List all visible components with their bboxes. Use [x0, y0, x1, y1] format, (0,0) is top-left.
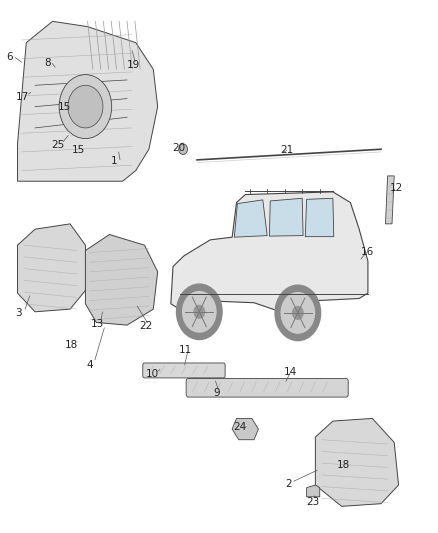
Text: 12: 12: [390, 183, 403, 192]
FancyBboxPatch shape: [143, 363, 225, 378]
Text: 1: 1: [110, 156, 117, 166]
PathPatch shape: [307, 485, 320, 497]
Text: 15: 15: [58, 102, 71, 111]
PathPatch shape: [234, 200, 267, 237]
Circle shape: [59, 75, 112, 139]
PathPatch shape: [315, 418, 399, 506]
Text: 13: 13: [91, 319, 104, 328]
PathPatch shape: [18, 224, 88, 312]
Text: 11: 11: [179, 345, 192, 355]
Text: 21: 21: [280, 146, 293, 155]
Text: 24: 24: [233, 423, 247, 432]
Text: 18: 18: [337, 460, 350, 470]
PathPatch shape: [18, 21, 158, 181]
Circle shape: [293, 306, 303, 319]
Text: 25: 25: [52, 140, 65, 150]
Text: 3: 3: [15, 308, 22, 318]
Text: 17: 17: [16, 92, 29, 102]
Text: 23: 23: [306, 497, 319, 507]
Text: 20: 20: [172, 143, 185, 152]
Circle shape: [68, 85, 103, 128]
PathPatch shape: [232, 418, 258, 440]
PathPatch shape: [171, 192, 368, 310]
Text: 15: 15: [71, 146, 85, 155]
Text: 9: 9: [213, 389, 220, 398]
Text: 2: 2: [285, 479, 292, 489]
Circle shape: [194, 305, 205, 318]
Text: 18: 18: [65, 340, 78, 350]
PathPatch shape: [305, 198, 334, 237]
PathPatch shape: [385, 176, 394, 224]
PathPatch shape: [269, 198, 303, 236]
Circle shape: [281, 293, 314, 333]
Text: 22: 22: [139, 321, 152, 331]
Text: 10: 10: [146, 369, 159, 379]
Circle shape: [183, 292, 216, 332]
Circle shape: [177, 284, 222, 340]
Text: 14: 14: [283, 367, 297, 376]
Text: 6: 6: [6, 52, 13, 62]
Text: 8: 8: [44, 58, 51, 68]
PathPatch shape: [85, 235, 158, 325]
Circle shape: [179, 144, 187, 155]
Text: 4: 4: [86, 360, 93, 370]
FancyBboxPatch shape: [186, 378, 348, 397]
Text: 19: 19: [127, 60, 140, 70]
Text: 16: 16: [360, 247, 374, 256]
Circle shape: [275, 285, 321, 341]
